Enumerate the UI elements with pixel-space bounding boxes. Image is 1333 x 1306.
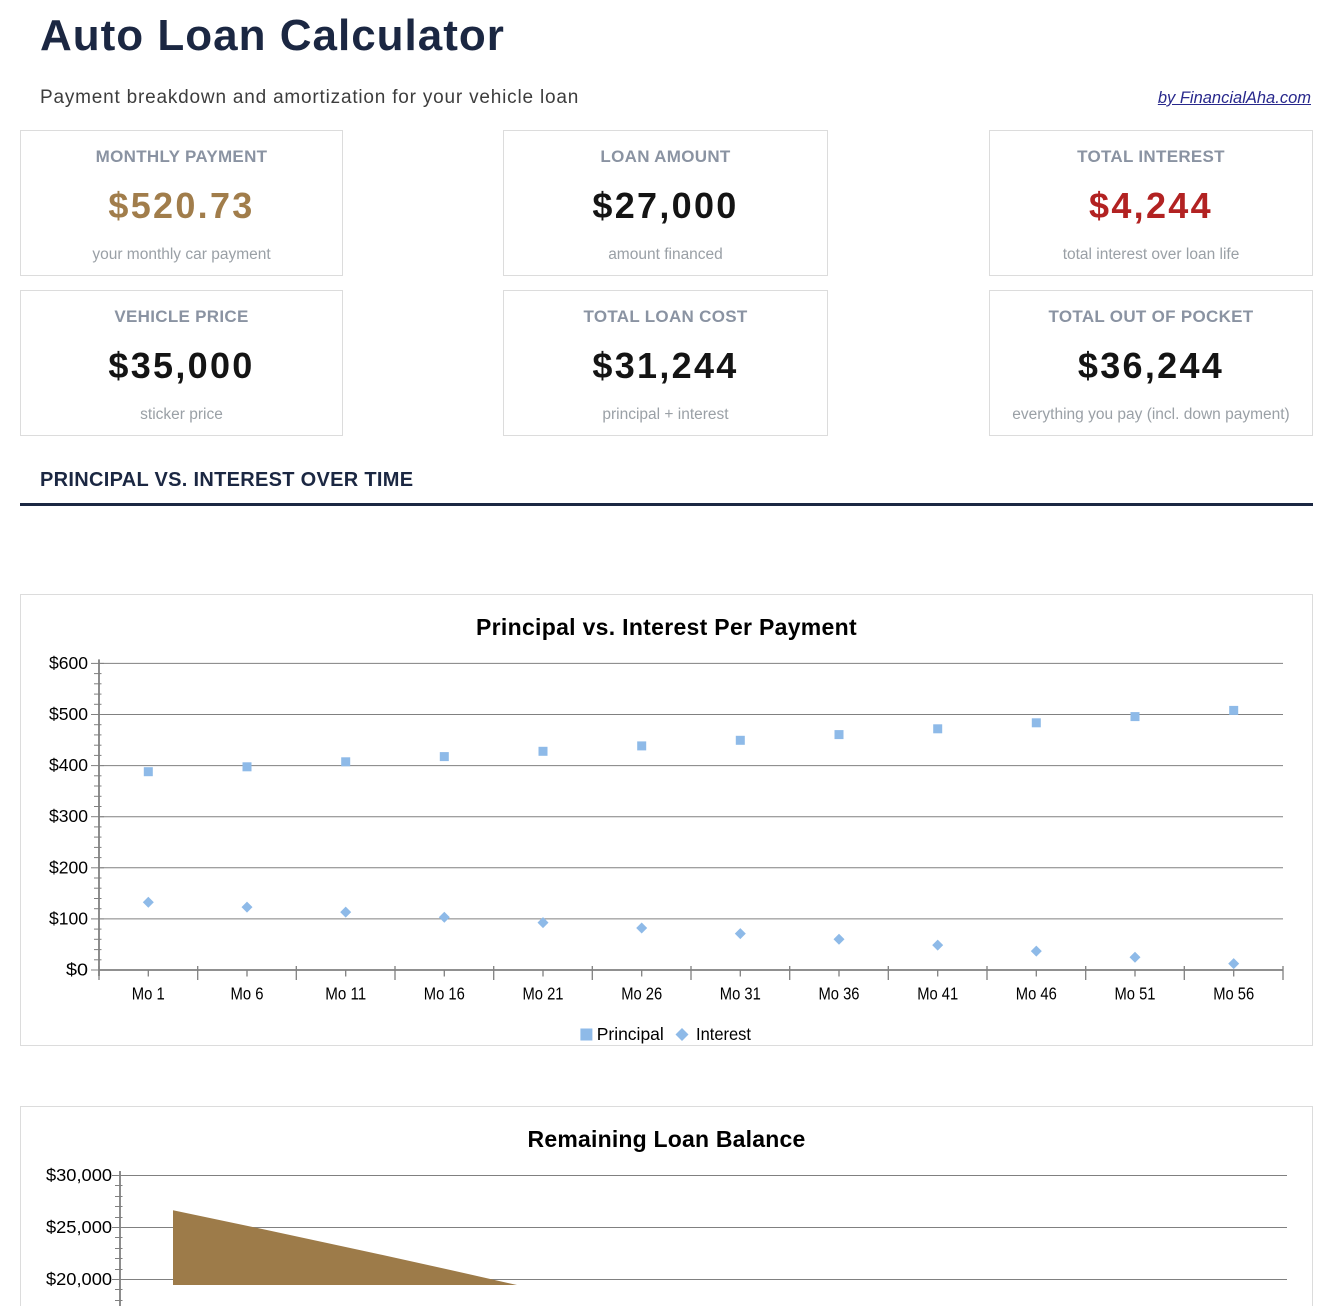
svg-text:Mo 21: Mo 21: [523, 984, 564, 1004]
svg-text:Mo 16: Mo 16: [424, 984, 465, 1004]
svg-text:Mo 51: Mo 51: [1115, 984, 1156, 1004]
svg-text:Mo 26: Mo 26: [621, 984, 662, 1004]
svg-text:$500: $500: [49, 704, 88, 724]
svg-text:Mo 46: Mo 46: [1016, 984, 1057, 1004]
svg-text:Mo 31: Mo 31: [720, 984, 761, 1004]
svg-text:Mo 41: Mo 41: [917, 984, 958, 1004]
svg-text:Mo 36: Mo 36: [819, 984, 860, 1004]
svg-text:Principal vs. Interest Per Pay: Principal vs. Interest Per Payment: [476, 614, 857, 640]
svg-text:Mo 6: Mo 6: [231, 984, 264, 1004]
svg-text:$100: $100: [49, 908, 88, 928]
svg-text:$20,000: $20,000: [46, 1269, 112, 1289]
svg-text:Mo 11: Mo 11: [325, 984, 366, 1004]
svg-text:Principal: Principal: [597, 1024, 664, 1044]
svg-text:$0: $0: [66, 960, 88, 980]
svg-text:Mo 1: Mo 1: [132, 984, 165, 1004]
svg-text:Mo 56: Mo 56: [1213, 984, 1254, 1004]
svg-text:Remaining Loan Balance: Remaining Loan Balance: [528, 1126, 806, 1152]
svg-text:$300: $300: [49, 806, 88, 826]
svg-text:$400: $400: [49, 755, 88, 775]
svg-text:$200: $200: [49, 857, 88, 877]
svg-text:Interest: Interest: [696, 1024, 751, 1044]
svg-text:$25,000: $25,000: [46, 1217, 112, 1237]
svg-text:$30,000: $30,000: [46, 1165, 112, 1185]
svg-text:$600: $600: [49, 653, 88, 673]
